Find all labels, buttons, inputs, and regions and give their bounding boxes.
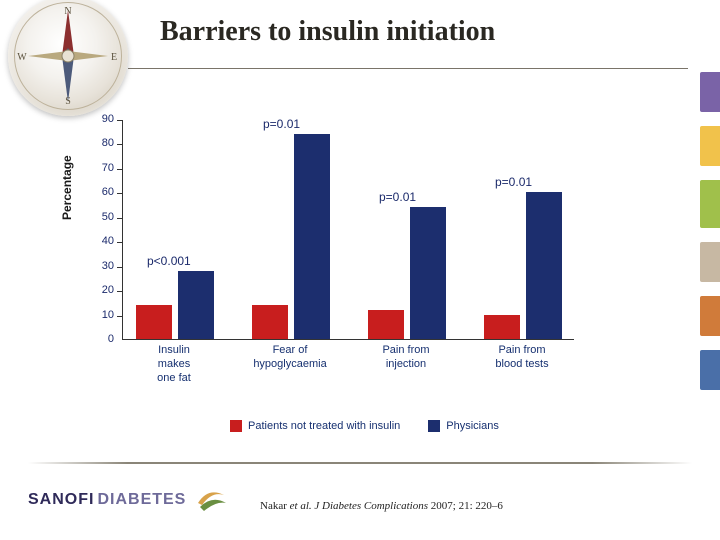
citation-suffix: 2007; 21: 220–6 xyxy=(428,500,503,512)
bar xyxy=(368,310,404,339)
side-tab xyxy=(700,350,720,390)
legend-label: Physicians xyxy=(446,420,499,432)
y-tick xyxy=(117,267,123,268)
compass-image: N S W E xyxy=(8,0,128,116)
brand-logo: SANOFI DIABETES xyxy=(28,483,228,517)
y-tick xyxy=(117,169,123,170)
side-tabs xyxy=(700,72,720,404)
y-tick xyxy=(117,120,123,121)
category-label: Pain frominjection xyxy=(356,344,456,372)
y-tick-label: 0 xyxy=(84,333,114,345)
side-tab xyxy=(700,72,720,112)
bar xyxy=(136,305,172,339)
y-tick-label: 10 xyxy=(84,309,114,321)
y-tick xyxy=(117,144,123,145)
brand-swirl-icon xyxy=(194,485,228,515)
y-tick-label: 80 xyxy=(84,137,114,149)
y-tick-label: 50 xyxy=(84,211,114,223)
category-label: Insulinmakesone fat xyxy=(124,344,224,385)
y-tick xyxy=(117,316,123,317)
category-label: Pain fromblood tests xyxy=(472,344,572,372)
header-divider xyxy=(128,68,688,69)
legend-label: Patients not treated with insulin xyxy=(248,420,400,432)
svg-text:W: W xyxy=(17,52,27,63)
bar xyxy=(252,305,288,339)
bar xyxy=(294,134,330,339)
chart-plot-area: 1020304050607080900p<0.001p=0.01p=0.01p=… xyxy=(122,120,574,340)
footer-divider xyxy=(28,462,692,464)
y-tick-label: 60 xyxy=(84,186,114,198)
y-tick-label: 30 xyxy=(84,260,114,272)
y-tick xyxy=(117,218,123,219)
citation-prefix: Nakar xyxy=(260,500,290,512)
y-tick-label: 20 xyxy=(84,284,114,296)
category-label: Fear ofhypoglycaemia xyxy=(240,344,340,372)
legend-swatch xyxy=(230,420,242,432)
y-tick xyxy=(117,242,123,243)
citation: Nakar et al. J Diabetes Complications 20… xyxy=(260,500,503,512)
bar xyxy=(484,315,520,339)
bar xyxy=(410,207,446,339)
chart: Percentage 1020304050607080900p<0.001p=0… xyxy=(70,110,590,410)
side-tab xyxy=(700,296,720,336)
brand-part1: SANOFI xyxy=(28,491,94,509)
y-tick xyxy=(117,193,123,194)
brand-part2: DIABETES xyxy=(97,491,186,509)
legend-item: Patients not treated with insulin xyxy=(230,420,400,432)
p-value-label: p<0.001 xyxy=(147,254,191,268)
bar xyxy=(526,192,562,339)
chart-legend: Patients not treated with insulin Physici… xyxy=(230,420,527,432)
p-value-label: p=0.01 xyxy=(379,190,416,204)
y-axis-label: Percentage xyxy=(60,155,74,220)
legend-item: Physicians xyxy=(428,420,499,432)
y-tick-label: 90 xyxy=(84,113,114,125)
side-tab xyxy=(700,242,720,282)
slide-root: N S W E Barriers to insulin initiation P… xyxy=(0,0,720,540)
citation-source: et al. J Diabetes Complications xyxy=(290,500,428,512)
y-tick-label: 40 xyxy=(84,235,114,247)
svg-text:S: S xyxy=(65,96,71,107)
slide-title: Barriers to insulin initiation xyxy=(160,16,495,48)
svg-text:N: N xyxy=(64,6,71,17)
bar xyxy=(178,271,214,339)
p-value-label: p=0.01 xyxy=(263,117,300,131)
y-tick xyxy=(117,291,123,292)
y-tick-label: 70 xyxy=(84,162,114,174)
side-tab xyxy=(700,180,720,228)
p-value-label: p=0.01 xyxy=(495,175,532,189)
legend-swatch xyxy=(428,420,440,432)
side-tab xyxy=(700,126,720,166)
svg-text:E: E xyxy=(111,52,117,63)
